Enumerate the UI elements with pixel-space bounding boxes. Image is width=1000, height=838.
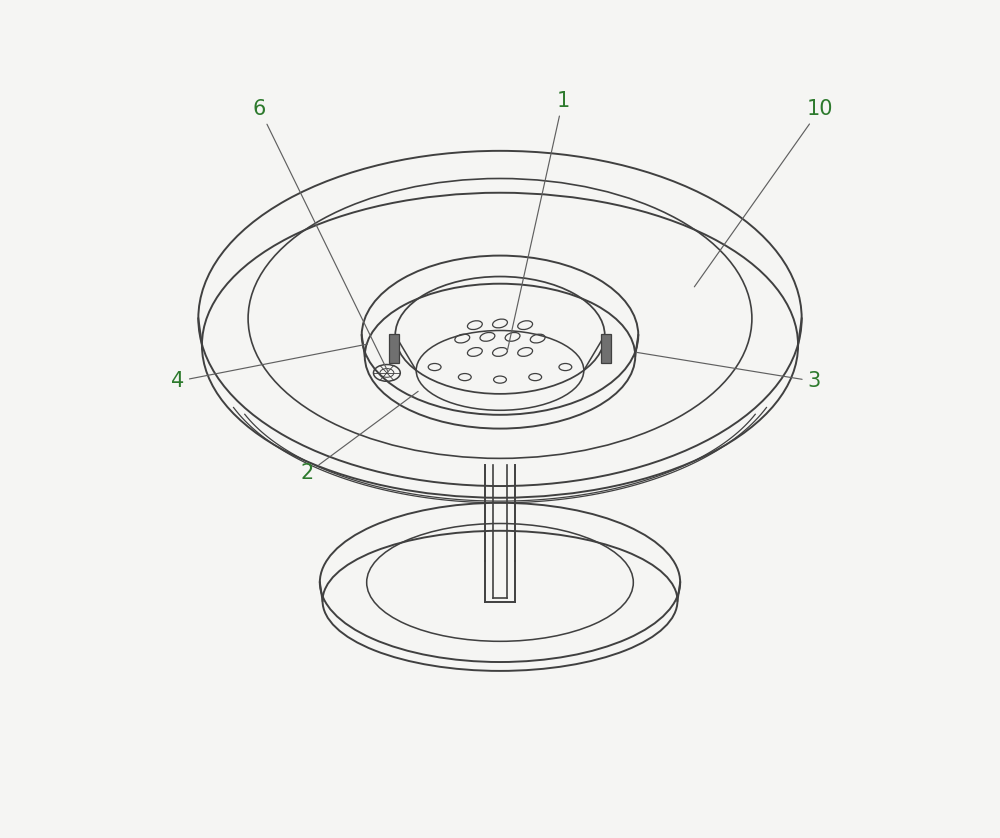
FancyBboxPatch shape	[389, 334, 399, 363]
Text: 3: 3	[637, 353, 821, 391]
Text: 4: 4	[171, 344, 367, 391]
Text: 2: 2	[301, 391, 418, 484]
Text: 10: 10	[694, 99, 833, 287]
Text: 1: 1	[507, 91, 569, 351]
FancyBboxPatch shape	[601, 334, 611, 363]
Text: 6: 6	[253, 99, 388, 372]
